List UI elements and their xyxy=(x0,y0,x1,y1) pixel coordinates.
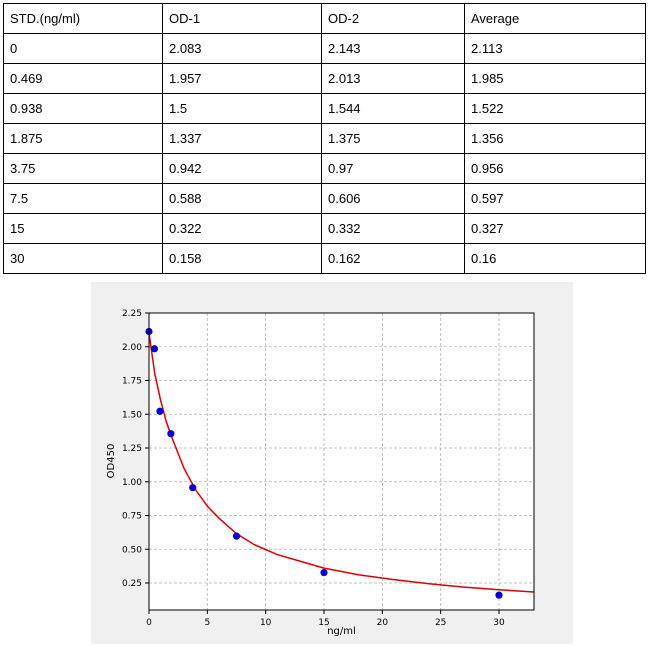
table-cell: 0.162 xyxy=(321,243,465,274)
table-cell: 0.597 xyxy=(464,183,646,214)
table-cell: 1.522 xyxy=(464,93,646,124)
table-cell: 1.375 xyxy=(321,123,465,154)
table-cell: 0.158 xyxy=(162,243,322,274)
chart-panel: 0 5 10 15 20 25 30 0.25 0.50 0.75 1.00 1.25 1.50 1.75… xyxy=(91,282,573,644)
y-tick-label: 0.75 xyxy=(122,512,142,522)
table-cell: 0.322 xyxy=(162,213,322,244)
table-cell: 0.956 xyxy=(464,153,646,184)
y-tick-label: 1.00 xyxy=(122,478,142,488)
column-header: OD-1 xyxy=(162,3,322,34)
y-tick-label: 1.25 xyxy=(122,444,142,454)
table-cell: 30 xyxy=(3,243,163,274)
plot-frame xyxy=(148,312,535,611)
table-cell: 0.97 xyxy=(321,153,465,184)
table-cell: 0.16 xyxy=(464,243,646,274)
table-row: 0.938 1.5 1.544 1.522 xyxy=(3,93,646,124)
fit-curve xyxy=(148,333,535,593)
data-points xyxy=(145,327,503,599)
plot-area xyxy=(149,313,534,610)
data-point xyxy=(495,591,503,599)
x-tick-label: 0 xyxy=(146,618,152,628)
table-row: 3.75 0.942 0.97 0.956 xyxy=(3,153,646,184)
table-cell: 1.356 xyxy=(464,123,646,154)
x-tick-label: 30 xyxy=(493,618,505,628)
table-row: 1.875 1.337 1.375 1.356 xyxy=(3,123,646,154)
data-point xyxy=(232,532,241,540)
table-cell: 15 xyxy=(3,213,163,244)
table-cell: 1.5 xyxy=(162,93,322,124)
table-cell: 0.606 xyxy=(321,183,465,214)
table-row: 30 0.158 0.162 0.16 xyxy=(3,243,646,274)
table-cell: 2.013 xyxy=(321,63,465,94)
x-axis-label: ng/ml xyxy=(327,626,356,637)
table-cell: 2.113 xyxy=(464,33,646,64)
table-cell: 2.143 xyxy=(321,33,465,64)
data-point xyxy=(189,484,197,492)
table-row: 15 0.322 0.332 0.327 xyxy=(3,213,646,244)
y-tick-label: 2.25 xyxy=(122,309,142,319)
table-cell: 0.332 xyxy=(321,213,465,244)
table-header-row: STD.(ng/ml) OD-1 OD-2 Average xyxy=(3,3,646,34)
y-tick-label: 0.25 xyxy=(122,579,142,589)
table-cell: 1.957 xyxy=(162,63,322,94)
table-cell: 7.5 xyxy=(3,183,163,214)
column-header: STD.(ng/ml) xyxy=(3,3,163,34)
table-cell: 1.337 xyxy=(162,123,322,154)
table-row: 0.469 1.957 2.013 1.985 xyxy=(3,63,646,94)
table-cell: 0.942 xyxy=(162,153,322,184)
y-axis-label: OD450 xyxy=(106,444,117,479)
x-tick-label: 5 xyxy=(204,618,210,628)
axis-ticks: 0 5 10 15 20 25 30 0.25 0.50 0.75 1.00 1.25 1.50 1.75… xyxy=(122,309,505,628)
y-tick-label: 2.00 xyxy=(122,343,142,353)
table-cell: 0.938 xyxy=(3,93,163,124)
column-header: OD-2 xyxy=(321,3,465,34)
table-cell: 0.588 xyxy=(162,183,322,214)
table-row: 0 2.083 2.143 2.113 xyxy=(3,33,646,64)
data-point xyxy=(167,430,175,438)
x-tick-label: 25 xyxy=(435,618,446,628)
x-tick-label: 20 xyxy=(377,618,389,628)
table-cell: 0.327 xyxy=(464,213,646,244)
x-tick-label: 15 xyxy=(318,618,329,628)
data-point xyxy=(156,407,164,415)
standard-curve-chart: 0 5 10 15 20 25 30 0.25 0.50 0.75 1.00 1.25 1.50 1.75… xyxy=(106,309,535,637)
data-point xyxy=(150,345,159,353)
data-point xyxy=(320,569,328,577)
table-cell: 3.75 xyxy=(3,153,163,184)
y-tick-label: 1.75 xyxy=(122,377,142,387)
table-cell: 0 xyxy=(3,33,163,64)
table-cell: 1.875 xyxy=(3,123,163,154)
table-cell: 2.083 xyxy=(162,33,322,64)
table-cell: 1.985 xyxy=(464,63,646,94)
y-tick-label: 0.50 xyxy=(122,545,142,555)
x-tick-label: 10 xyxy=(260,618,272,628)
column-header: Average xyxy=(464,3,646,34)
table-cell: 0.469 xyxy=(3,63,163,94)
table-cell: 1.544 xyxy=(321,93,465,124)
y-tick-label: 1.50 xyxy=(122,410,142,420)
table-row: 7.5 0.588 0.606 0.597 xyxy=(3,183,646,214)
grid-lines xyxy=(148,312,534,610)
standard-curve-table: STD.(ng/ml) OD-1 OD-2 Average 0 2.083 2.143 2.1… xyxy=(3,3,646,274)
